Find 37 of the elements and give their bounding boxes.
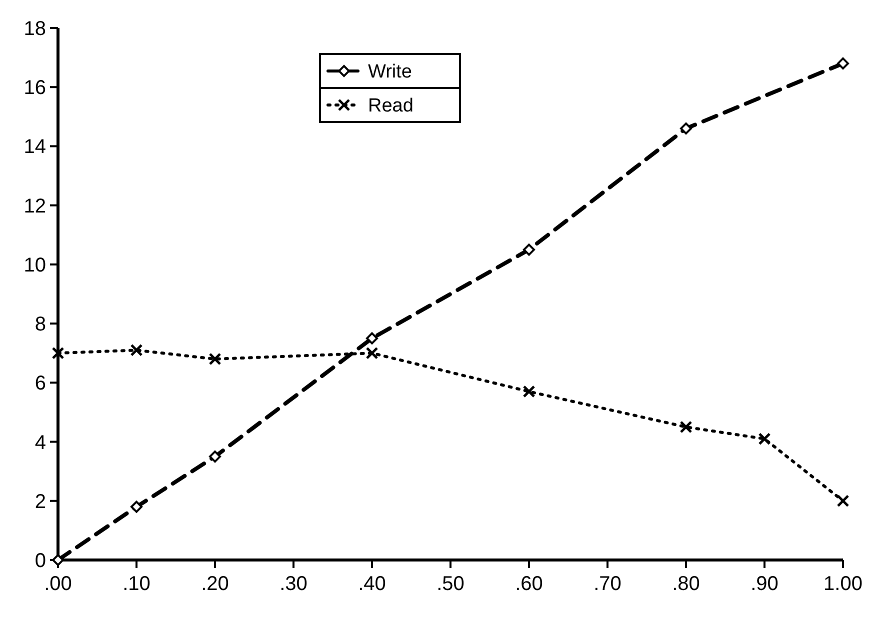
x-tick-label: .70 — [594, 573, 622, 595]
y-tick-label: 8 — [34, 314, 46, 336]
x-tick-label: .10 — [122, 573, 150, 595]
x-tick-label: .50 — [436, 573, 464, 595]
point — [680, 420, 692, 434]
point — [130, 500, 142, 513]
y-tick-label: 12 — [24, 195, 46, 218]
y-tick-label: 16 — [24, 77, 46, 100]
legend-label: Read — [368, 96, 414, 117]
y-tick-label: 4 — [34, 432, 46, 454]
x-tick-label: 1.00 — [824, 573, 862, 595]
x-tick-label: .20 — [201, 573, 229, 595]
point — [522, 385, 536, 398]
y-tick-label: 14 — [24, 136, 46, 158]
point — [837, 57, 849, 70]
point — [758, 432, 771, 446]
x-tick-label: .40 — [358, 573, 386, 595]
point — [130, 344, 143, 356]
x-tick-label: .60 — [515, 573, 543, 595]
point — [209, 450, 221, 463]
y-tick-label: 10 — [24, 254, 46, 276]
point — [208, 352, 222, 366]
y-tick-label: 2 — [34, 490, 46, 513]
point — [366, 346, 378, 360]
x-tick-label: .00 — [44, 573, 72, 595]
point — [366, 332, 378, 344]
legend-label: Write — [368, 62, 412, 83]
point — [680, 122, 692, 134]
point — [523, 244, 535, 256]
point — [52, 346, 64, 360]
y-tick-label: 18 — [24, 18, 46, 40]
x-tick-label: .90 — [750, 573, 778, 595]
x-tick-label: .80 — [672, 573, 700, 595]
y-tick-label: 6 — [34, 372, 46, 395]
point — [836, 494, 850, 508]
x-tick-label: .30 — [280, 573, 308, 595]
y-tick-label: 0 — [34, 550, 46, 572]
